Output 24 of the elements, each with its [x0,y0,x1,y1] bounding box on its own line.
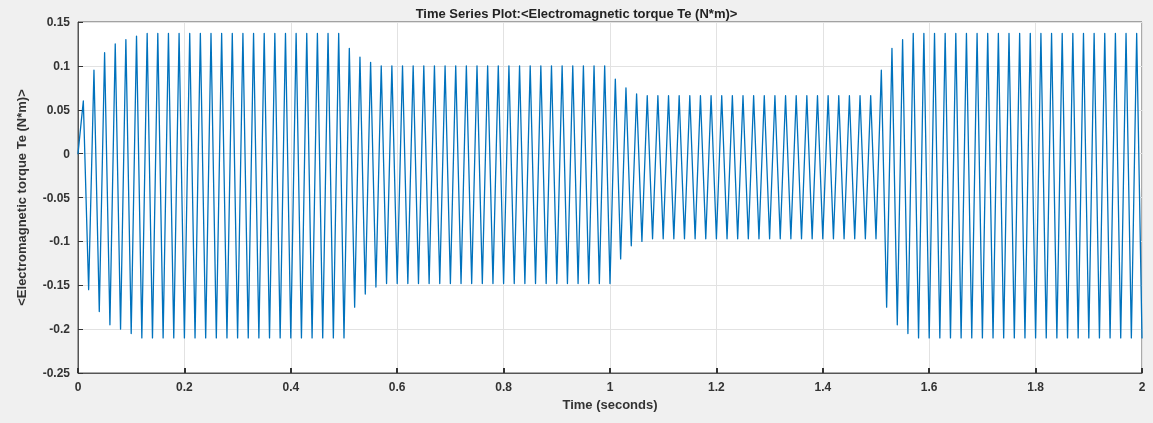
x-tick-label: 1.4 [814,380,832,394]
x-tick-label: 1.2 [708,380,726,394]
y-tick-label: -0.25 [42,366,71,380]
x-tick-label: 1.6 [920,380,938,394]
x-tick-label: 0.8 [495,380,513,394]
y-axis-title: <Electromagnetic torque Te (N*m)> [14,88,29,306]
line-series [77,32,1143,339]
x-tick-label: 0.6 [388,380,406,394]
y-tick-label: 0.15 [46,15,71,29]
y-tick-label: -0.1 [49,234,71,249]
y-tick-label: -0.05 [42,190,71,205]
chart-title: Time Series Plot:<Electromagnetic torque Te (N*m)> [415,6,738,21]
y-tick-label: 0.1 [53,58,71,73]
y-tick-label: 0 [63,146,71,161]
x-tick-label: 2 [1138,380,1146,394]
x-tick-label: 1.8 [1027,380,1045,394]
x-tick-label: 0.4 [282,380,300,394]
x-tick-label: 0.2 [176,380,194,394]
y-tick-label: -0.2 [49,322,71,337]
x-tick-label: 1 [606,380,614,394]
y-tick-label: 0.05 [46,102,71,117]
x-axis-title: Time (seconds) [562,396,658,412]
y-tick-label: -0.15 [42,278,71,293]
x-tick-label: 0 [74,380,82,394]
